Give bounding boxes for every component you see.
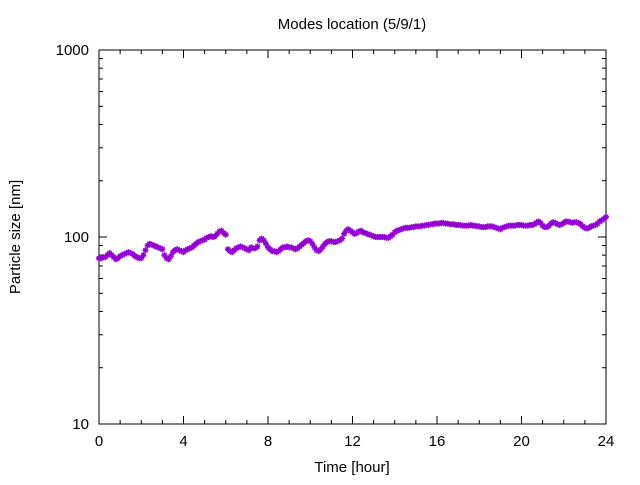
y-tick-label: 10 (72, 416, 89, 433)
plot-frame (98, 49, 607, 425)
data-point (603, 213, 609, 220)
data-point (222, 231, 229, 238)
x-axis: 0 4 8 12 16 20 24 (95, 50, 615, 450)
x-tick-label: 8 (264, 433, 272, 450)
x-tick-label: 16 (429, 433, 446, 450)
data-point (159, 246, 166, 253)
x-tick-label: 20 (513, 433, 530, 450)
x-tick-label: 24 (598, 433, 615, 450)
data-point (254, 243, 261, 250)
data-point (161, 252, 168, 259)
data-points (96, 213, 609, 263)
x-tick-label: 4 (179, 433, 187, 450)
x-axis-label: Time [hour] (314, 459, 389, 476)
y-tick-label: 100 (64, 229, 89, 246)
data-point (142, 247, 149, 254)
data-point (140, 252, 147, 259)
y-axis: 10 100 1000 (56, 42, 606, 433)
y-axis-label: Particle size [nm] (7, 180, 24, 294)
x-tick-label: 12 (344, 433, 361, 450)
data-point (338, 235, 345, 242)
chart-title: Modes location (5/9/1) (278, 16, 426, 33)
y-tick-label: 1000 (56, 42, 89, 59)
data-point (260, 237, 267, 244)
data-point (305, 237, 312, 244)
x-tick-label: 0 (95, 433, 103, 450)
